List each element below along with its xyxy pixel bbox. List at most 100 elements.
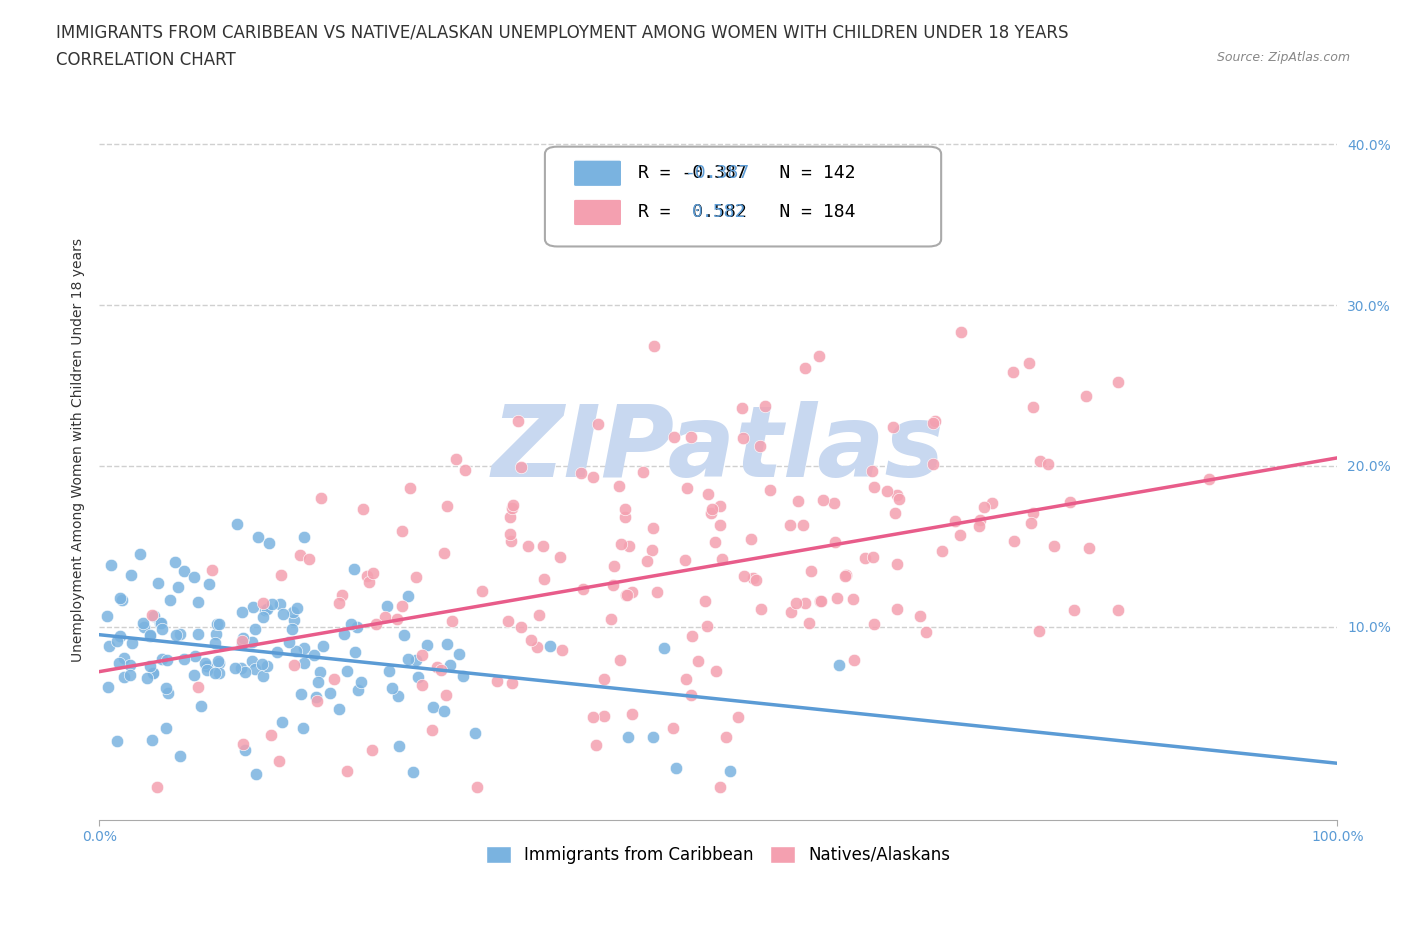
- Point: [352, 501, 374, 516]
- Point: [256, 659, 278, 674]
- Point: [240, 635, 263, 650]
- Point: [679, 687, 702, 702]
- Point: [703, 534, 725, 549]
- Point: [749, 602, 772, 617]
- Point: [697, 486, 720, 501]
- Point: [405, 653, 427, 668]
- Text: ZIPatlas: ZIPatlas: [492, 402, 945, 498]
- Point: [582, 470, 605, 485]
- Point: [204, 635, 226, 650]
- Point: [132, 616, 155, 631]
- Point: [235, 743, 257, 758]
- Point: [886, 488, 908, 503]
- Point: [1001, 365, 1024, 379]
- Point: [169, 749, 191, 764]
- Point: [654, 641, 676, 656]
- Point: [183, 569, 205, 584]
- Point: [1029, 454, 1052, 469]
- Point: [1022, 505, 1045, 520]
- Point: [1198, 472, 1220, 486]
- Point: [835, 567, 858, 582]
- Point: [107, 656, 129, 671]
- Point: [780, 604, 803, 619]
- Point: [155, 720, 177, 735]
- Point: [969, 512, 991, 527]
- Point: [740, 532, 762, 547]
- Point: [252, 669, 274, 684]
- Point: [224, 660, 246, 675]
- Point: [233, 664, 256, 679]
- Text: CORRELATION CHART: CORRELATION CHART: [56, 51, 236, 69]
- Point: [187, 627, 209, 642]
- Point: [631, 465, 654, 480]
- Point: [229, 660, 252, 675]
- Point: [444, 451, 467, 466]
- Point: [501, 501, 523, 516]
- Point: [447, 646, 470, 661]
- Point: [207, 617, 229, 631]
- Point: [609, 653, 631, 668]
- Point: [718, 764, 741, 778]
- Point: [225, 516, 247, 531]
- Point: [1043, 538, 1066, 553]
- Point: [436, 637, 458, 652]
- Point: [201, 563, 224, 578]
- Point: [733, 568, 755, 583]
- Point: [501, 675, 523, 690]
- Point: [451, 669, 474, 684]
- Point: [340, 616, 363, 631]
- Point: [159, 592, 181, 607]
- Point: [520, 632, 543, 647]
- Point: [800, 564, 823, 578]
- Point: [887, 491, 910, 506]
- Point: [527, 608, 550, 623]
- Point: [309, 665, 332, 680]
- Point: [416, 637, 439, 652]
- Point: [501, 533, 523, 548]
- Point: [195, 663, 218, 678]
- Point: [807, 349, 830, 364]
- Point: [464, 725, 486, 740]
- Point: [411, 647, 433, 662]
- Point: [842, 653, 865, 668]
- Point: [499, 526, 522, 541]
- Point: [134, 620, 156, 635]
- Point: [270, 568, 292, 583]
- Point: [267, 754, 290, 769]
- Point: [471, 583, 494, 598]
- Point: [853, 551, 876, 565]
- Point: [824, 535, 846, 550]
- Point: [173, 564, 195, 578]
- Point: [593, 709, 616, 724]
- Point: [748, 439, 770, 454]
- Point: [884, 506, 907, 521]
- Point: [592, 671, 614, 686]
- Point: [508, 414, 530, 429]
- Point: [876, 484, 898, 498]
- Point: [232, 631, 254, 645]
- Point: [208, 617, 231, 631]
- Point: [641, 542, 664, 557]
- Point: [1107, 603, 1129, 618]
- Point: [810, 593, 832, 608]
- Point: [128, 547, 150, 562]
- Point: [396, 588, 419, 603]
- Point: [621, 707, 644, 722]
- Point: [433, 703, 456, 718]
- Point: [704, 663, 727, 678]
- Point: [336, 663, 359, 678]
- Point: [246, 529, 269, 544]
- Text: -0.387: -0.387: [685, 164, 749, 181]
- Point: [208, 656, 231, 671]
- Point: [828, 658, 851, 672]
- Point: [499, 510, 522, 525]
- Point: [139, 658, 162, 673]
- Point: [786, 494, 808, 509]
- Point: [676, 480, 699, 495]
- Point: [620, 585, 643, 600]
- Point: [730, 401, 752, 416]
- Point: [465, 780, 488, 795]
- Point: [357, 575, 380, 590]
- Point: [231, 634, 253, 649]
- Point: [517, 538, 540, 553]
